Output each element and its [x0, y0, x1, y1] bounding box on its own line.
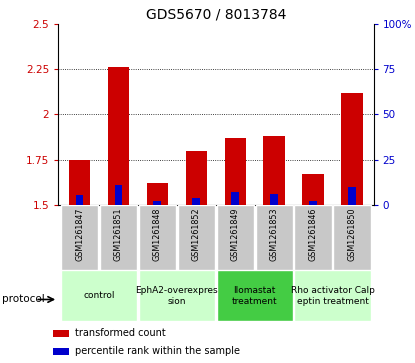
Text: Rho activator Calp
eptin treatment: Rho activator Calp eptin treatment [290, 286, 375, 306]
Text: control: control [83, 291, 115, 300]
Bar [54, 348, 69, 355]
Bar [61, 205, 98, 270]
Bar [270, 194, 278, 205]
Bar [69, 160, 90, 205]
Text: GSM1261846: GSM1261846 [309, 208, 317, 261]
Bar [146, 183, 168, 205]
Bar [100, 205, 137, 270]
Bar [115, 185, 122, 205]
Bar [217, 205, 254, 270]
Text: EphA2-overexpres
sion: EphA2-overexpres sion [136, 286, 218, 306]
Bar [154, 201, 161, 205]
Text: transformed count: transformed count [75, 328, 166, 338]
Text: GSM1261853: GSM1261853 [270, 208, 279, 261]
Text: GSM1261847: GSM1261847 [75, 208, 84, 261]
Bar [256, 205, 293, 270]
Bar [139, 270, 215, 321]
Bar [348, 187, 356, 205]
Bar [76, 195, 83, 205]
Bar [186, 151, 207, 205]
Bar [217, 270, 293, 321]
Bar [193, 198, 200, 205]
Text: protocol: protocol [2, 294, 45, 305]
Bar [333, 205, 371, 270]
Bar [54, 330, 69, 337]
Text: Ilomastat
treatment: Ilomastat treatment [232, 286, 278, 306]
Text: GSM1261850: GSM1261850 [348, 208, 356, 261]
Bar [108, 67, 129, 205]
Bar [225, 138, 246, 205]
Bar [61, 270, 137, 321]
Bar [309, 201, 317, 205]
Bar [264, 136, 285, 205]
Text: percentile rank within the sample: percentile rank within the sample [75, 346, 240, 356]
Text: GSM1261849: GSM1261849 [231, 208, 240, 261]
Text: GSM1261852: GSM1261852 [192, 208, 201, 261]
Bar [295, 205, 332, 270]
Bar [178, 205, 215, 270]
Bar [295, 270, 371, 321]
Bar [232, 192, 239, 205]
Bar [342, 93, 363, 205]
Title: GDS5670 / 8013784: GDS5670 / 8013784 [146, 7, 286, 21]
Bar [139, 205, 176, 270]
Bar [303, 174, 324, 205]
Text: GSM1261851: GSM1261851 [114, 208, 123, 261]
Text: GSM1261848: GSM1261848 [153, 208, 162, 261]
